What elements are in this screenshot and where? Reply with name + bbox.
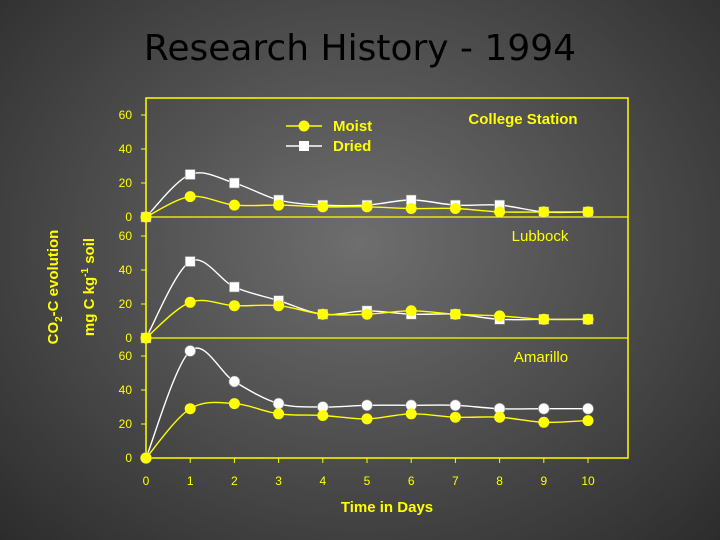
- data-point-square: [184, 169, 196, 180]
- data-point-circle: [449, 203, 461, 214]
- data-point-circle: [228, 398, 240, 410]
- series-line: [145, 259, 588, 339]
- data-point-square: [184, 256, 196, 267]
- x-tick-label: 7: [452, 474, 459, 488]
- panel-lubbock: 0 20 40 60 Lubbock: [119, 228, 628, 345]
- data-point-circle: [582, 313, 594, 325]
- panel-label: College Station: [468, 111, 577, 128]
- x-tick-label: 2: [231, 474, 238, 488]
- y-axis-title-line2: mg C kg-1 soil: [80, 237, 98, 337]
- x-tick-label: 9: [540, 474, 547, 488]
- x-tick-label: 6: [408, 474, 415, 488]
- chart-panels: 0 20 40 60 College Station 0 20 40 60 Lubbock 0 20 4…: [119, 97, 629, 465]
- y-tick-label: 40: [119, 383, 133, 397]
- data-point-circle: [494, 206, 506, 218]
- x-tick-label: 4: [319, 474, 326, 488]
- x-tick-label: 5: [364, 474, 371, 488]
- data-point-circle: [228, 300, 240, 312]
- data-point-circle: [317, 201, 329, 213]
- data-point-circle: [184, 403, 196, 415]
- data-point-circle: [361, 413, 373, 425]
- y-axis-title-line1: CO2-C evolution: [45, 229, 65, 345]
- data-point-circle: [405, 203, 417, 214]
- data-point-circle: [538, 206, 550, 218]
- data-point-circle: [405, 305, 417, 317]
- data-point-circle: [538, 313, 550, 325]
- y-tick-label: 0: [125, 331, 132, 345]
- data-point-circle: [494, 310, 506, 322]
- data-point-circle: [228, 199, 240, 211]
- data-point-circle: [582, 402, 594, 415]
- x-axis-title: Time in Days: [341, 499, 433, 516]
- data-point-circle: [361, 308, 373, 320]
- data-point-square: [229, 177, 240, 189]
- panel-label: Lubbock: [512, 228, 569, 245]
- y-tick-label: 0: [125, 210, 132, 224]
- data-point-circle: [582, 206, 594, 218]
- x-tick-label: 0: [143, 474, 150, 488]
- y-axis-title: CO2-C evolution mg C kg-1 soil: [41, 127, 99, 447]
- data-point-circle: [361, 399, 373, 412]
- data-point-circle: [449, 399, 462, 412]
- data-point-circle: [317, 410, 329, 421]
- data-point-circle: [184, 191, 196, 203]
- y-tick-label: 20: [119, 297, 133, 311]
- data-point-circle: [273, 408, 285, 420]
- legend: Moist Dried: [286, 118, 372, 155]
- y-tick-label: 20: [119, 176, 133, 190]
- series-moist: [140, 398, 594, 464]
- series-dried: [140, 169, 594, 223]
- x-tick-label: 1: [187, 474, 194, 488]
- data-point-circle: [140, 332, 152, 344]
- series-moist: [140, 296, 594, 344]
- series-dried: [140, 256, 594, 344]
- series-moist: [140, 191, 594, 223]
- x-tick-label: 8: [496, 474, 503, 488]
- y-tick-label: 60: [119, 349, 133, 363]
- data-point-circle: [317, 308, 329, 320]
- data-point-circle: [405, 408, 417, 420]
- y-tick-label: 40: [119, 142, 133, 156]
- x-axis: 0 1 2 3 4 5 6 7 8 9 10 Time in Days: [143, 458, 595, 516]
- legend-marker-circle: [298, 120, 310, 132]
- data-point-circle: [184, 345, 196, 357]
- y-tick-label: 60: [119, 229, 133, 243]
- data-point-circle: [273, 199, 285, 211]
- data-point-circle: [582, 415, 594, 427]
- x-tick-label: 10: [581, 474, 595, 488]
- data-point-circle: [361, 201, 373, 213]
- y-tick-label: 20: [119, 417, 133, 431]
- data-point-circle: [272, 397, 285, 410]
- slide-title: Research History - 1994: [143, 28, 577, 69]
- data-point-circle: [273, 300, 285, 312]
- legend-marker-square: [299, 141, 309, 151]
- y-tick-label: 40: [119, 263, 133, 277]
- data-point-circle: [494, 411, 506, 423]
- legend-entry: Moist: [333, 118, 372, 135]
- panel-college-station: 0 20 40 60 College Station: [119, 108, 628, 224]
- data-point-circle: [228, 375, 241, 388]
- data-point-circle: [538, 416, 550, 428]
- data-point-circle: [449, 411, 461, 423]
- x-tick-label: 3: [275, 474, 282, 488]
- data-point-circle: [140, 211, 152, 223]
- panel-amarillo: 0 20 40 60 Amarillo: [119, 345, 594, 465]
- panel-label: Amarillo: [514, 349, 568, 366]
- y-tick-label: 0: [125, 451, 132, 465]
- data-point-circle: [449, 308, 461, 320]
- data-point-square: [229, 281, 240, 293]
- legend-entry: Dried: [333, 138, 371, 155]
- plot-frame: [145, 97, 629, 459]
- y-tick-label: 60: [119, 108, 133, 122]
- data-point-circle: [184, 296, 196, 308]
- data-point-circle: [537, 402, 550, 415]
